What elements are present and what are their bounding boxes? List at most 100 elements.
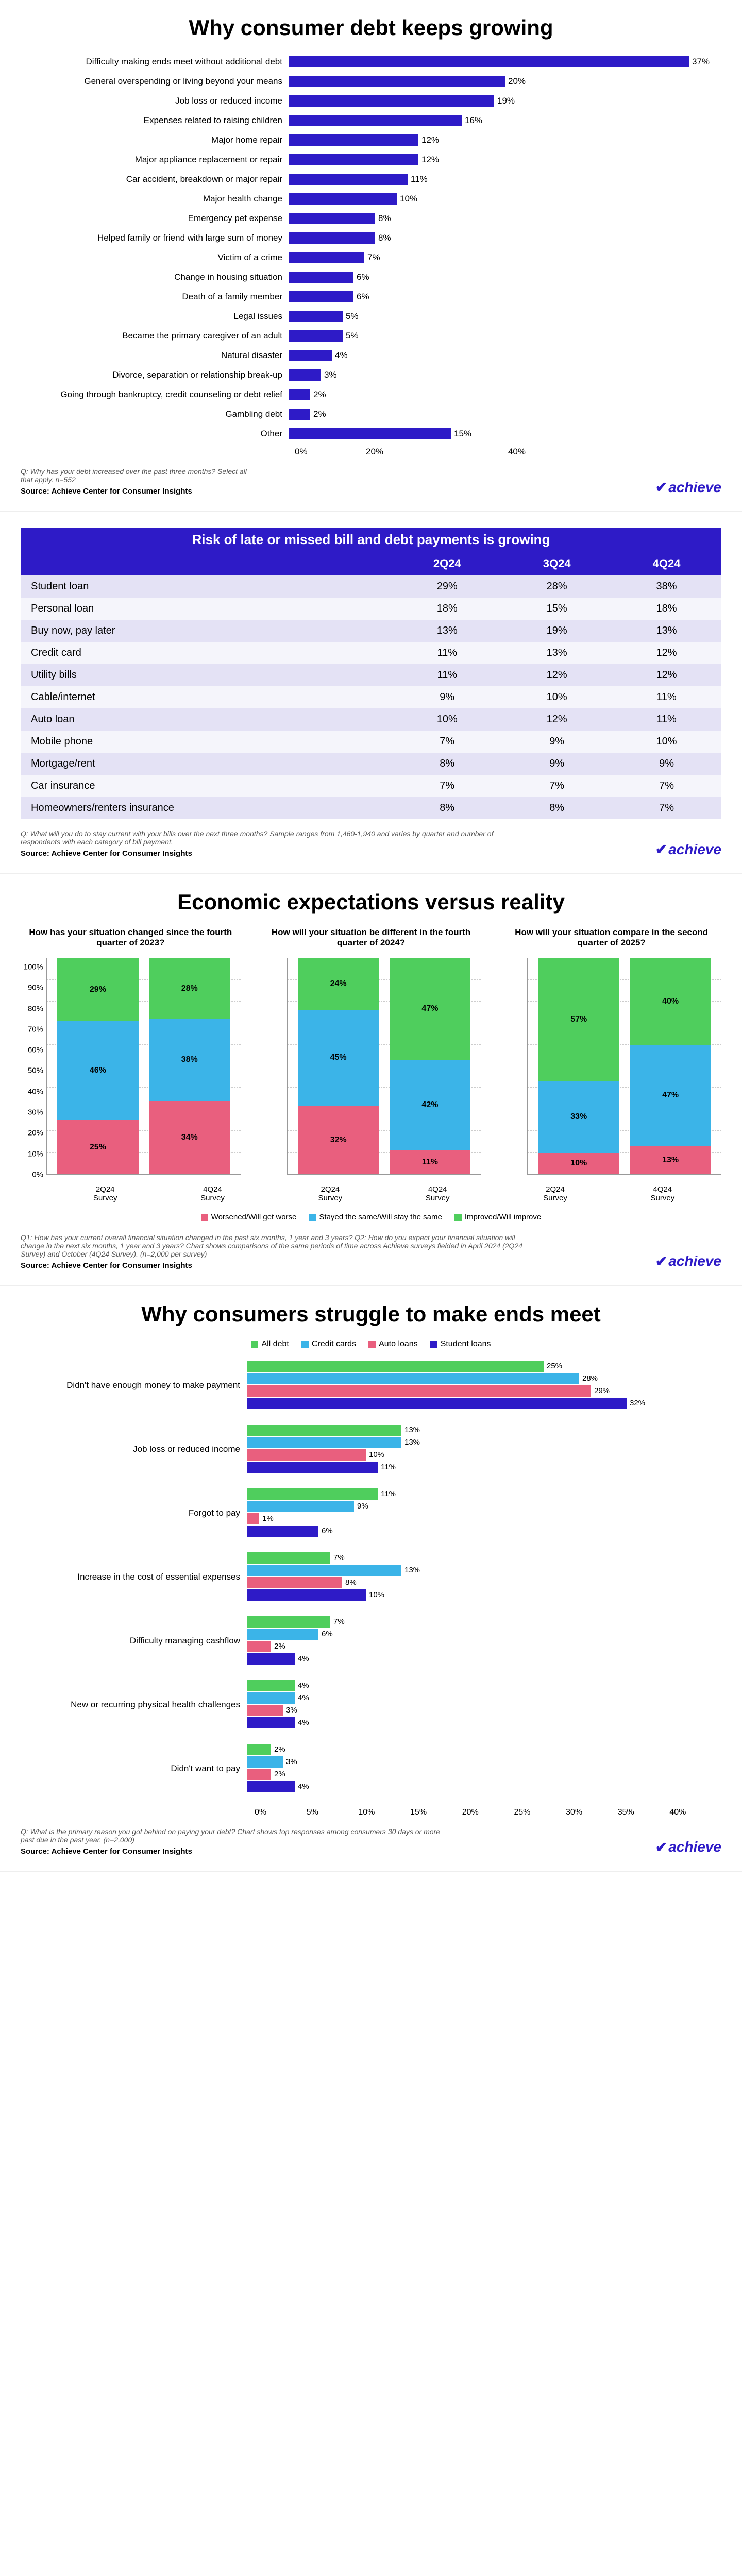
hbar-track: 5%: [289, 311, 721, 322]
grouped-fill: [247, 1641, 271, 1652]
table-header: [21, 552, 392, 575]
table-cell: Homeowners/renters insurance: [21, 797, 392, 819]
hbar-row: Expenses related to raising children16%: [21, 112, 721, 129]
hbar-label: Natural disaster: [21, 350, 289, 361]
hbar-row: Difficulty making ends meet without addi…: [21, 53, 721, 71]
hbar-label: Major home repair: [21, 135, 289, 145]
table-row: Personal loan18%15%18%: [21, 598, 721, 620]
chart4-source: Source: Achieve Center for Consumer Insi…: [21, 1847, 556, 1856]
table-cell: 7%: [392, 775, 502, 797]
grouped-bars: 11%9%1%6%: [247, 1488, 721, 1538]
grouped-bar: 6%: [247, 1526, 721, 1537]
table-cell: 8%: [502, 797, 612, 819]
legend-label: Student loans: [441, 1340, 491, 1349]
grouped-fill: [247, 1705, 283, 1716]
hbar-row: Other15%: [21, 425, 721, 443]
legend-swatch: [251, 1341, 258, 1348]
grouped-value: 4%: [298, 1681, 309, 1690]
grouped-fill: [247, 1744, 271, 1755]
hbar-track: 8%: [289, 232, 721, 244]
hbar-label: Victim of a crime: [21, 252, 289, 263]
grouped-value: 4%: [298, 1782, 309, 1791]
hbar-label: Major appliance replacement or repair: [21, 155, 289, 165]
grouped-value: 2%: [274, 1642, 285, 1651]
grouped-value: 32%: [630, 1399, 645, 1408]
table-cell: Buy now, pay later: [21, 620, 392, 642]
grouped-value: 10%: [369, 1590, 384, 1599]
table-cell: 11%: [612, 686, 721, 708]
chart3-xlabels: 2Q24 Survey4Q24 Survey2Q24 Survey4Q24 Su…: [21, 1185, 721, 1202]
table-cell: Credit card: [21, 642, 392, 664]
stacked-segment: 25%: [57, 1120, 139, 1174]
table-cell: Student loan: [21, 575, 392, 598]
table-header: 2Q24: [392, 552, 502, 575]
table-header: 4Q24: [612, 552, 721, 575]
grouped-fill: [247, 1398, 627, 1409]
table-cell: 19%: [502, 620, 612, 642]
grouped-value: 4%: [298, 1718, 309, 1727]
chart4-question: Q: What is the primary reason you got be…: [21, 1827, 449, 1844]
stacked-segment: 47%: [630, 1045, 711, 1146]
hbar-label: Emergency pet expense: [21, 213, 289, 224]
grouped-bars: 4%4%3%4%: [247, 1680, 721, 1730]
grouped-bar: 4%: [247, 1692, 721, 1704]
table-row: Mortgage/rent8%9%9%: [21, 753, 721, 775]
grouped-fill: [247, 1589, 366, 1601]
table-row: Credit card11%13%12%: [21, 642, 721, 664]
table-cell: 7%: [612, 775, 721, 797]
table-cell: 12%: [612, 664, 721, 686]
hbar-value: 12%: [421, 135, 439, 145]
grouped-bar: 2%: [247, 1641, 721, 1652]
grouped-value: 7%: [333, 1553, 345, 1562]
stacked-segment: 10%: [538, 1153, 619, 1174]
grouped-value: 11%: [381, 1489, 396, 1498]
hbar-track: 3%: [289, 369, 721, 381]
grouped-value: 3%: [286, 1706, 297, 1715]
legend-swatch: [201, 1214, 208, 1221]
risk-table: 2Q243Q244Q24 Student loan29%28%38%Person…: [21, 552, 721, 819]
table-cell: 15%: [502, 598, 612, 620]
grouped-value: 6%: [322, 1630, 333, 1638]
hbar-value: 6%: [357, 292, 369, 302]
table-cell: 9%: [612, 753, 721, 775]
grouped-bar: 6%: [247, 1629, 721, 1640]
stacked-panel: How will your situation compare in the s…: [501, 927, 721, 1175]
table-cell: Auto loan: [21, 708, 392, 731]
brand-logo: achieve: [655, 1253, 721, 1270]
table-row: Homeowners/renters insurance8%8%7%: [21, 797, 721, 819]
grouped-value: 1%: [262, 1514, 274, 1523]
axis-tick: 0%: [255, 1808, 307, 1817]
hbar-row: Emergency pet expense8%: [21, 210, 721, 227]
grouped-value: 13%: [404, 1438, 420, 1447]
grouped-fill: [247, 1361, 544, 1372]
grouped-row: Job loss or reduced income13%13%10%11%: [21, 1425, 721, 1474]
grouped-bar: 7%: [247, 1616, 721, 1628]
hbar-fill: [289, 95, 494, 107]
grouped-value: 11%: [381, 1463, 396, 1471]
grouped-bars: 7%6%2%4%: [247, 1616, 721, 1666]
grouped-bar: 2%: [247, 1744, 721, 1755]
table-cell: 10%: [502, 686, 612, 708]
table-cell: Car insurance: [21, 775, 392, 797]
hbar-label: Major health change: [21, 194, 289, 204]
hbar-row: Became the primary caregiver of an adult…: [21, 327, 721, 345]
legend-label: Credit cards: [312, 1340, 356, 1349]
grouped-value: 2%: [274, 1745, 285, 1754]
hbar-label: Death of a family member: [21, 292, 289, 302]
legend-swatch: [454, 1214, 462, 1221]
table-row: Car insurance7%7%7%: [21, 775, 721, 797]
hbar-label: Car accident, breakdown or major repair: [21, 174, 289, 184]
x-label: 2Q24 Survey: [507, 1185, 603, 1202]
chart4-bars: Didn't have enough money to make payment…: [21, 1361, 721, 1793]
hbar-track: 2%: [289, 409, 721, 420]
grouped-fill: [247, 1373, 579, 1384]
grouped-fill: [247, 1756, 283, 1768]
table-row: Buy now, pay later13%19%13%: [21, 620, 721, 642]
x-label: 4Q24 Survey: [164, 1185, 261, 1202]
hbar-label: Going through bankruptcy, credit counsel…: [21, 389, 289, 400]
hbar-value: 19%: [497, 96, 515, 106]
grouped-bars: 25%28%29%32%: [247, 1361, 721, 1410]
chart1-axis: 0% 20% 40%: [289, 447, 721, 457]
stacked-col: 13%47%40%: [630, 958, 711, 1174]
hbar-row: Natural disaster4%: [21, 347, 721, 364]
